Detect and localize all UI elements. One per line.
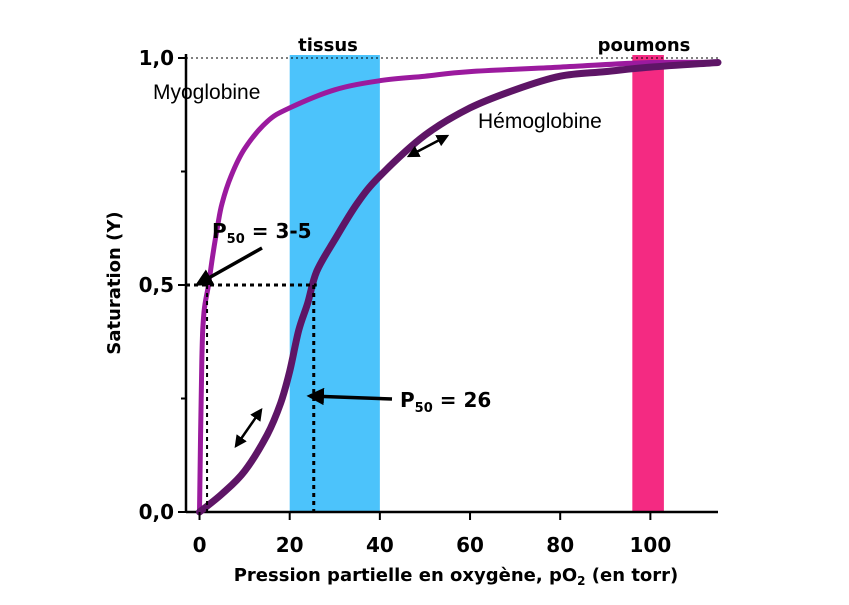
myoglobin-p50-arrow: [194, 246, 263, 286]
series-label-myoglobine: Myoglobine: [153, 81, 260, 104]
x-tick-label: 40: [366, 533, 394, 557]
x-tick-label: 80: [546, 533, 574, 557]
y-tick-label: 0,0: [139, 500, 174, 524]
p50-symbol: P: [400, 388, 415, 412]
p50-subscript: 50: [415, 401, 433, 416]
annotation-arrows: [194, 134, 450, 449]
band-layer: [289, 55, 664, 512]
p50-value: = 3-5: [245, 219, 312, 243]
band-label-poumons: poumons: [598, 35, 691, 56]
y-tick-label: 1,0: [139, 46, 174, 70]
x-axis-title: Pression partielle en oxygène, pO2 (en t…: [234, 565, 679, 588]
band-label-tissus: tissus: [298, 35, 358, 56]
plot-frame: [184, 54, 718, 514]
y-axis-title: Saturation (Y): [104, 211, 125, 354]
tick-layer: 0 20 40 60 80 100 0,0 0,5 1,0: [139, 46, 672, 557]
x-axis-title-subscript: 2: [577, 574, 585, 588]
p50-subscript: 50: [227, 232, 245, 247]
x-tick-label: 20: [276, 533, 304, 557]
band-poumons: [632, 55, 664, 512]
x-tick-label: 0: [193, 533, 207, 557]
x-axis-title-tail: (en torr): [586, 565, 679, 586]
y-tick-label: 0,5: [139, 273, 174, 297]
series-line-myoglobine: [197, 59, 721, 515]
hemoglobin-p50-arrow: [306, 387, 393, 406]
x-tick-label: 100: [629, 533, 671, 557]
equilibrium-arrow-low: [234, 407, 263, 449]
p50-symbol: P: [212, 219, 227, 243]
x-axis-title-main: Pression partielle en oxygène, pO: [234, 565, 577, 586]
annotation-hemoglobin-p50: P50 = 26: [400, 388, 491, 416]
series-line-hemoglobine: [196, 59, 722, 516]
series-label-hemoglobine: Hémoglobine: [478, 110, 602, 133]
x-tick-label: 60: [456, 533, 484, 557]
band-tissus: [289, 55, 380, 512]
annotation-myoglobin-p50: P50 = 3-5: [212, 219, 312, 247]
p50-value: = 26: [433, 388, 492, 412]
series-layer: [196, 59, 722, 516]
equilibrium-arrow-high: [406, 134, 450, 158]
